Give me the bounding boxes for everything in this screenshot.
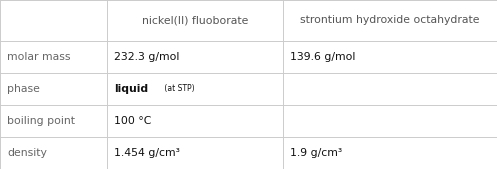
Text: strontium hydroxide octahydrate: strontium hydroxide octahydrate [300,15,480,25]
Text: (at STP): (at STP) [162,84,194,93]
Text: molar mass: molar mass [7,52,71,62]
Text: density: density [7,148,47,158]
Text: 1.9 g/cm³: 1.9 g/cm³ [290,148,342,158]
Text: nickel(II) fluoborate: nickel(II) fluoborate [142,15,248,25]
Text: 232.3 g/mol: 232.3 g/mol [114,52,179,62]
Text: boiling point: boiling point [7,116,75,126]
Text: phase: phase [7,84,40,94]
Text: liquid: liquid [114,84,148,94]
Text: 139.6 g/mol: 139.6 g/mol [290,52,356,62]
Text: 1.454 g/cm³: 1.454 g/cm³ [114,148,180,158]
Text: 100 °C: 100 °C [114,116,151,126]
